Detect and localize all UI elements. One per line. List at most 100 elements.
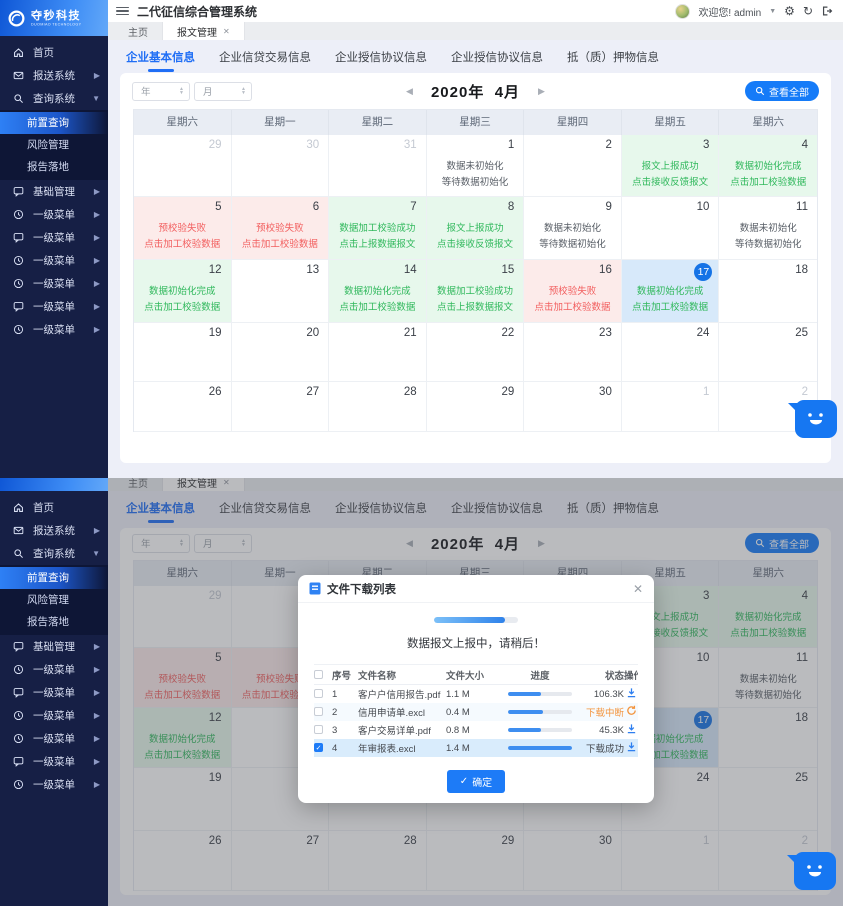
row-checkbox[interactable]: [314, 725, 323, 735]
calendar-day-cell[interactable]: 4 数据初始化完成 点击加工校验数据: [719, 586, 817, 648]
confirm-button[interactable]: ✓ 确定: [446, 770, 506, 793]
sidebar-item-一级菜单[interactable]: 一级菜单 ▶: [0, 272, 108, 295]
tab-home[interactable]: 主页: [128, 27, 148, 39]
subtab-1[interactable]: 企业信贷交易信息: [219, 503, 311, 515]
calendar-day-cell[interactable]: 21: [329, 323, 427, 382]
row-checkbox[interactable]: ✓: [314, 743, 323, 753]
tab-close-icon[interactable]: ✕: [223, 26, 230, 36]
menu-toggle-icon[interactable]: [116, 6, 129, 16]
calendar-day-cell[interactable]: 25: [719, 768, 817, 831]
sidebar-item-一级菜单[interactable]: 一级菜单 ▶: [0, 773, 108, 796]
year-select[interactable]: 年 ▲ ▼: [132, 533, 190, 553]
calendar-day-cell[interactable]: 23: [524, 323, 622, 382]
calendar-day-cell[interactable]: 31: [329, 135, 427, 197]
table-row[interactable]: 3 客户交易详单.pdf 0.8 M 45.3K: [314, 721, 638, 739]
subtab-0[interactable]: 企业基本信息: [126, 500, 195, 524]
sidebar-item-一级菜单[interactable]: 一级菜单 ▶: [0, 658, 108, 681]
avatar[interactable]: [675, 3, 691, 19]
calendar-day-cell[interactable]: 19: [134, 768, 232, 831]
sidebar-item-报送系统[interactable]: 报送系统 ▶: [0, 64, 108, 87]
sidebar-subitem-风险管理[interactable]: 风险管理: [27, 594, 69, 606]
sidebar-subitem-报告落地[interactable]: 报告落地: [27, 616, 69, 628]
calendar-day-cell[interactable]: 13: [231, 260, 330, 323]
sidebar-subitem-前置查询[interactable]: 前置查询: [0, 112, 108, 134]
sidebar-item-查询系统[interactable]: 查询系统 ▼: [0, 542, 108, 565]
tab-close-icon[interactable]: ✕: [223, 478, 230, 487]
sidebar-item-一级菜单[interactable]: 一级菜单 ▶: [0, 727, 108, 750]
stepper-icon[interactable]: ▲ ▼: [179, 538, 184, 548]
calendar-day-cell[interactable]: 17 数据初始化完成 点击加工校验数据: [621, 260, 720, 323]
download-icon[interactable]: [624, 723, 638, 737]
sidebar-item-一级菜单[interactable]: 一级菜单 ▶: [0, 750, 108, 773]
stepper-icon[interactable]: ▲ ▼: [241, 538, 246, 548]
calendar-day-cell[interactable]: 1: [621, 831, 720, 891]
calendar-day-cell[interactable]: 30: [231, 135, 330, 197]
subtab-4[interactable]: 抵（质）押物信息: [567, 52, 659, 64]
next-month-icon[interactable]: ▶: [538, 537, 545, 548]
table-row[interactable]: 1 客户户信用报告.pdf 1.1 M 106.3K: [314, 685, 638, 703]
calendar-day-cell[interactable]: 24: [621, 323, 720, 382]
tab-home[interactable]: 主页: [128, 478, 148, 490]
refresh-icon[interactable]: [624, 705, 638, 719]
calendar-day-cell[interactable]: 29: [426, 382, 525, 432]
sidebar-item-一级菜单[interactable]: 一级菜单 ▶: [0, 295, 108, 318]
calendar-day-cell[interactable]: 30: [524, 831, 622, 891]
download-icon[interactable]: [624, 741, 638, 755]
sidebar-item-一级菜单[interactable]: 一级菜单 ▶: [0, 318, 108, 341]
subtab-3[interactable]: 企业授信协议信息: [451, 503, 543, 515]
chat-widget-button[interactable]: [788, 400, 837, 438]
sidebar-item-一级菜单[interactable]: 一级菜单 ▶: [0, 226, 108, 249]
subtab-3[interactable]: 企业授信协议信息: [451, 52, 543, 64]
subtab-0[interactable]: 企业基本信息: [126, 49, 195, 73]
calendar-day-cell[interactable]: 12 数据初始化完成 点击加工校验数据: [134, 260, 232, 323]
calendar-day-cell[interactable]: 29: [426, 831, 525, 891]
subtab-4[interactable]: 抵（质）押物信息: [567, 503, 659, 515]
download-icon[interactable]: [624, 687, 638, 701]
calendar-day-cell[interactable]: 27: [231, 831, 330, 891]
sidebar-item-基础管理[interactable]: 基础管理 ▶: [0, 180, 108, 203]
sidebar-item-一级菜单[interactable]: 一级菜单 ▶: [0, 681, 108, 704]
calendar-day-cell[interactable]: 18: [719, 260, 817, 323]
close-icon[interactable]: ✕: [632, 581, 643, 596]
subtab-1[interactable]: 企业信贷交易信息: [219, 52, 311, 64]
calendar-day-cell[interactable]: 28: [329, 382, 427, 432]
calendar-day-cell[interactable]: 18: [719, 708, 817, 768]
calendar-day-cell[interactable]: 11 数据未初始化 等待数据初始化: [719, 197, 817, 260]
calendar-day-cell[interactable]: 26: [134, 831, 232, 891]
sidebar-item-首页[interactable]: 首页: [0, 496, 108, 519]
logout-icon[interactable]: [821, 5, 833, 17]
calendar-day-cell[interactable]: 19: [134, 323, 232, 382]
row-checkbox[interactable]: [314, 707, 323, 717]
refresh-icon[interactable]: ↻: [802, 4, 813, 18]
sidebar-item-首页[interactable]: 首页: [0, 41, 108, 64]
calendar-day-cell[interactable]: 25: [719, 323, 817, 382]
year-select[interactable]: 年 ▲ ▼: [132, 81, 190, 101]
calendar-day-cell[interactable]: 1: [621, 382, 720, 432]
calendar-day-cell[interactable]: 5 预校验失败 点击加工校验数据: [134, 197, 232, 260]
calendar-day-cell[interactable]: 29: [134, 135, 232, 197]
prev-month-icon[interactable]: ◀: [406, 85, 413, 96]
select-all-checkbox[interactable]: [314, 669, 323, 679]
sidebar-subitem-前置查询[interactable]: 前置查询: [0, 567, 108, 589]
row-checkbox[interactable]: [314, 689, 323, 699]
month-select[interactable]: 月 ▲ ▼: [194, 81, 252, 101]
table-row[interactable]: 2 信用申请单.excl 0.4 M 下载中断: [314, 703, 638, 721]
settings-gear-icon[interactable]: ⚙: [784, 4, 795, 18]
sidebar-subitem-报告落地[interactable]: 报告落地: [27, 161, 69, 173]
calendar-day-cell[interactable]: 4 数据初始化完成 点击加工校验数据: [719, 135, 817, 197]
stepper-icon[interactable]: ▲ ▼: [241, 86, 246, 96]
table-row[interactable]: ✓ 4 年审报表.excl 1.4 M 下载成功: [314, 739, 638, 757]
month-select[interactable]: 月 ▲ ▼: [194, 533, 252, 553]
calendar-day-cell[interactable]: 10: [621, 197, 720, 260]
calendar-day-cell[interactable]: 12 数据初始化完成 点击加工校验数据: [134, 708, 232, 768]
sidebar-item-一级菜单[interactable]: 一级菜单 ▶: [0, 203, 108, 226]
sidebar-item-基础管理[interactable]: 基础管理 ▶: [0, 635, 108, 658]
tab-message-mgmt[interactable]: 报文管理 ✕: [162, 478, 245, 491]
